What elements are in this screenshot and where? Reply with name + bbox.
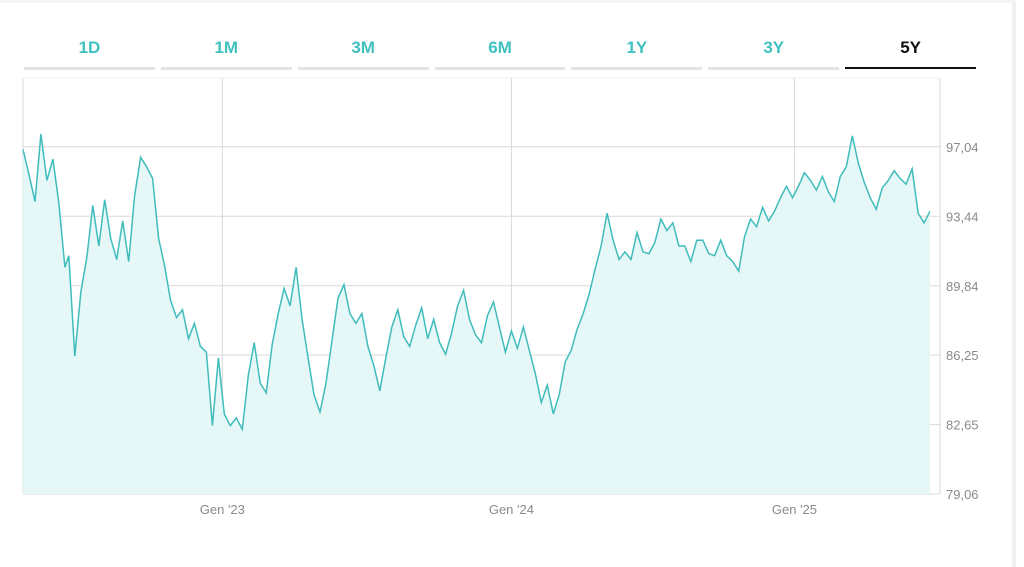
tab-6m[interactable]: 6M	[434, 33, 566, 73]
y-tick-label: 86,25	[946, 348, 979, 363]
tab-5y[interactable]: 5Y	[845, 33, 976, 73]
tab-3y[interactable]: 3Y	[708, 33, 840, 73]
period-tabs: 1D 1M 3M 6M 1Y 3Y 5Y	[24, 33, 976, 73]
y-tick-label: 82,65	[946, 418, 979, 433]
series-area	[23, 134, 930, 494]
axis-labels: 79,06 82,65 86,25 89,84 93,44 97,04 Gen '23 Gen…	[200, 140, 979, 517]
tab-1y[interactable]: 1Y	[571, 33, 703, 73]
y-tick-label: 79,06	[946, 487, 979, 502]
tab-1d[interactable]: 1D	[24, 33, 155, 73]
tab-1m[interactable]: 1M	[160, 33, 292, 73]
x-tick-label: Gen '24	[489, 502, 534, 517]
y-tick-label: 89,84	[946, 279, 979, 294]
x-tick-label: Gen '23	[200, 502, 245, 517]
y-tick-label: 93,44	[946, 209, 979, 224]
series-line	[22, 133, 931, 433]
y-tick-label: 97,04	[946, 140, 979, 155]
x-tick-label: Gen '25	[772, 502, 817, 517]
tab-3m[interactable]: 3M	[297, 33, 429, 73]
